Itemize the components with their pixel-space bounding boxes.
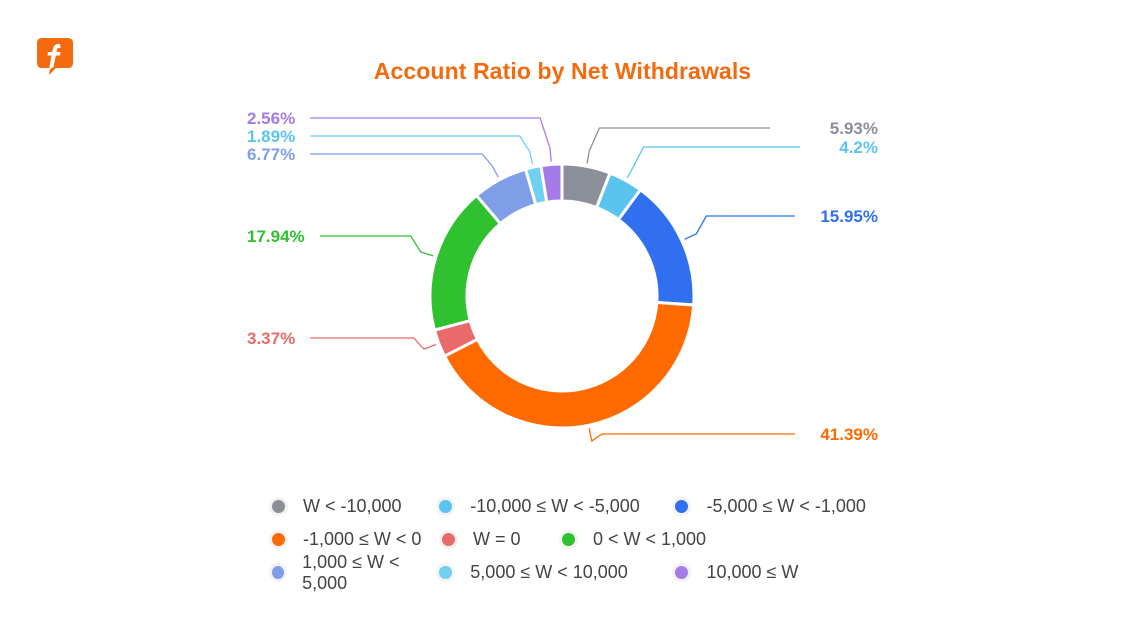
leader-line	[586, 127, 770, 164]
legend-dot-icon	[439, 566, 453, 579]
leader-line	[320, 235, 434, 257]
legend-label: 10,000 ≤ W	[706, 562, 799, 582]
leader-line	[310, 117, 552, 162]
donut-slice[interactable]	[616, 187, 696, 307]
legend-row: -1,000 ≤ W < 0 W = 0 0 < W < 1,000	[272, 523, 892, 556]
leader-line	[310, 135, 534, 165]
legend-item[interactable]: -5,000 ≤ W < -1,000	[675, 496, 892, 517]
legend-label: W < -10,000	[303, 496, 402, 516]
legend-dot-icon	[442, 533, 455, 546]
slice-value-label: 17.94%	[247, 227, 305, 246]
f-logo-icon	[36, 36, 74, 76]
leader-line	[310, 337, 437, 350]
legend-label: -1,000 ≤ W < 0	[303, 529, 422, 549]
legend-label: -5,000 ≤ W < -1,000	[706, 496, 866, 516]
leader-line	[684, 215, 795, 240]
slice-value-label: 2.56%	[247, 109, 295, 128]
legend-dot-icon	[675, 566, 689, 579]
legend-item[interactable]: -1,000 ≤ W < 0	[272, 529, 442, 550]
donut-slice[interactable]	[442, 300, 696, 430]
slice-value-label: 1.89%	[247, 127, 295, 146]
legend-dot-icon	[439, 500, 453, 513]
legend-dot-icon	[272, 533, 285, 546]
legend-item[interactable]: W < -10,000	[272, 496, 439, 517]
legend-dot-icon	[272, 500, 285, 513]
legend-item[interactable]: -10,000 ≤ W < -5,000	[439, 496, 675, 517]
legend-dot-icon	[272, 566, 285, 579]
chart-title: Account Ratio by Net Withdrawals	[373, 58, 752, 84]
legend-label: W = 0	[473, 529, 521, 549]
legend-item[interactable]: 0 < W < 1,000	[562, 529, 782, 550]
donut-slice[interactable]	[539, 162, 564, 204]
legend-row: 1,000 ≤ W < 5,000 5,000 ≤ W < 10,000 10,00…	[272, 552, 892, 593]
slice-value-label: 15.95%	[820, 207, 878, 226]
legend-row: W < -10,000 -10,000 ≤ W < -5,000 -5,000 ≤ …	[272, 490, 892, 523]
legend-dot-icon	[675, 500, 689, 513]
legend-item[interactable]: W = 0	[442, 529, 562, 550]
chart-legend: W < -10,000 -10,000 ≤ W < -5,000 -5,000 ≤ …	[272, 490, 892, 593]
legend-item[interactable]: 10,000 ≤ W	[675, 562, 892, 583]
legend-label: 5,000 ≤ W < 10,000	[470, 562, 628, 582]
leader-line	[588, 428, 795, 443]
slice-value-label: 3.37%	[247, 329, 295, 348]
slice-value-label: 4.2%	[839, 138, 878, 157]
slice-value-label: 5.93%	[830, 119, 878, 138]
legend-dot-icon	[562, 533, 575, 546]
donut-slice[interactable]	[428, 193, 503, 332]
legend-item[interactable]: 1,000 ≤ W < 5,000	[272, 552, 439, 594]
slice-value-label: 41.39%	[820, 425, 878, 444]
legend-label: -10,000 ≤ W < -5,000	[470, 496, 640, 516]
legend-label: 1,000 ≤ W < 5,000	[302, 551, 400, 593]
leader-line	[626, 146, 800, 179]
legend-item[interactable]: 5,000 ≤ W < 10,000	[439, 562, 675, 583]
leader-line	[310, 153, 499, 178]
slice-value-label: 6.77%	[247, 145, 295, 164]
legend-label: 0 < W < 1,000	[593, 529, 707, 549]
